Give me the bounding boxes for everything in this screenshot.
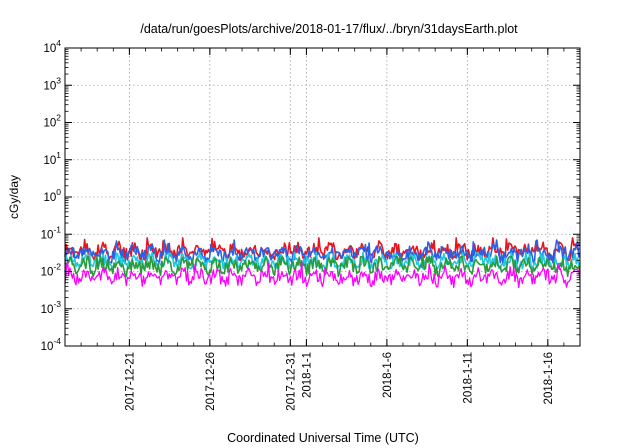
x-tick-label: 2018-1-16 [543,352,555,404]
y-tick-label: 10-2 [41,262,62,279]
y-axis-label: cGy/day [7,175,21,219]
x-tick-label: 2017-12-31 [285,352,297,411]
y-tick-label: 10-4 [41,336,62,353]
y-tick-label: 104 [43,38,61,55]
series-line [64,255,581,278]
tick-layer: 10-4 10-3 10-2 10-1 100 101 102 103 104 2017-12-2… [41,38,581,411]
x-axis-label: Coordinated Universal Time (UTC) [227,431,419,445]
x-tick-label: 2018-1-11 [462,352,474,404]
series-layer [64,237,581,289]
series-line [64,259,581,289]
chart-title: /data/run/goesPlots/archive/2018-01-17/f… [140,22,518,36]
y-tick-label: 100 [43,187,61,204]
y-tick-label: 10-3 [41,299,62,316]
series-line [64,239,581,264]
grid-layer [65,48,580,346]
x-tick-label: 2018-1-6 [382,352,394,398]
x-tick-label: 2017-12-21 [124,352,136,411]
y-tick-label: 102 [43,113,61,130]
y-tick-label: 103 [43,75,61,92]
plot-frame [64,47,581,347]
x-tick-label: 2018-1-1 [301,352,313,398]
x-tick-label: 2017-12-26 [205,352,217,411]
y-tick-label: 101 [43,150,61,167]
y-tick-label: 10-1 [41,224,62,241]
